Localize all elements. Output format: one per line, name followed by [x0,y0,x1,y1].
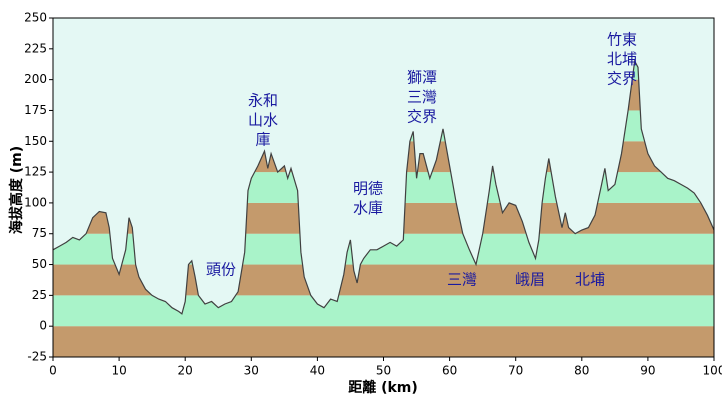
annotation: 峨眉 [515,271,545,289]
y-tick-label: -25 [27,350,47,364]
annotation: 山水 [248,111,278,129]
x-tick-label: 90 [640,364,655,378]
annotation: 水庫 [353,199,383,217]
annotation: 北埔 [607,50,637,68]
annotation: 庫 [255,131,270,149]
y-tick-label: 50 [32,257,47,271]
y-tick-label: 175 [24,103,47,117]
x-tick-label: 30 [244,364,259,378]
annotation: 永和 [248,92,278,110]
x-tick-label: 70 [508,364,523,378]
x-tick-label: 10 [111,364,126,378]
profile-line [52,59,715,315]
x-tick-label: 50 [376,364,391,378]
x-tick-label: 80 [574,364,589,378]
y-tick-label: 125 [24,165,47,179]
annotation: 獅潭 [407,69,437,87]
y-axis-label: 海拔高度 (m) [8,146,25,234]
y-tick-label: 75 [32,226,47,240]
x-tick-label: 20 [178,364,193,378]
x-tick-label: 60 [442,364,457,378]
annotation: 北埔 [575,271,605,289]
y-tick-label: 0 [39,319,47,333]
annotation: 三灣 [447,271,477,289]
elevation-band [53,326,714,357]
annotation: 交界 [407,108,437,126]
y-tick-label: 225 [24,41,47,55]
y-tick-label: 150 [24,134,47,148]
x-axis-label: 距離 (km) [348,379,418,396]
y-tick-label: 200 [24,72,47,86]
y-tick-label: 25 [32,288,47,302]
elevation-band [53,295,714,327]
annotation: 交界 [607,70,637,88]
annotation: 明德 [353,180,383,198]
x-tick-label: 100 [703,364,722,378]
x-tick-label: 0 [49,364,57,378]
x-tick-label: 40 [310,364,325,378]
y-tick-label: 250 [24,11,47,25]
annotation: 竹東 [607,31,637,49]
y-tick-label: 100 [24,195,47,209]
annotation: 頭份 [206,261,236,279]
annotation: 三灣 [407,88,437,106]
